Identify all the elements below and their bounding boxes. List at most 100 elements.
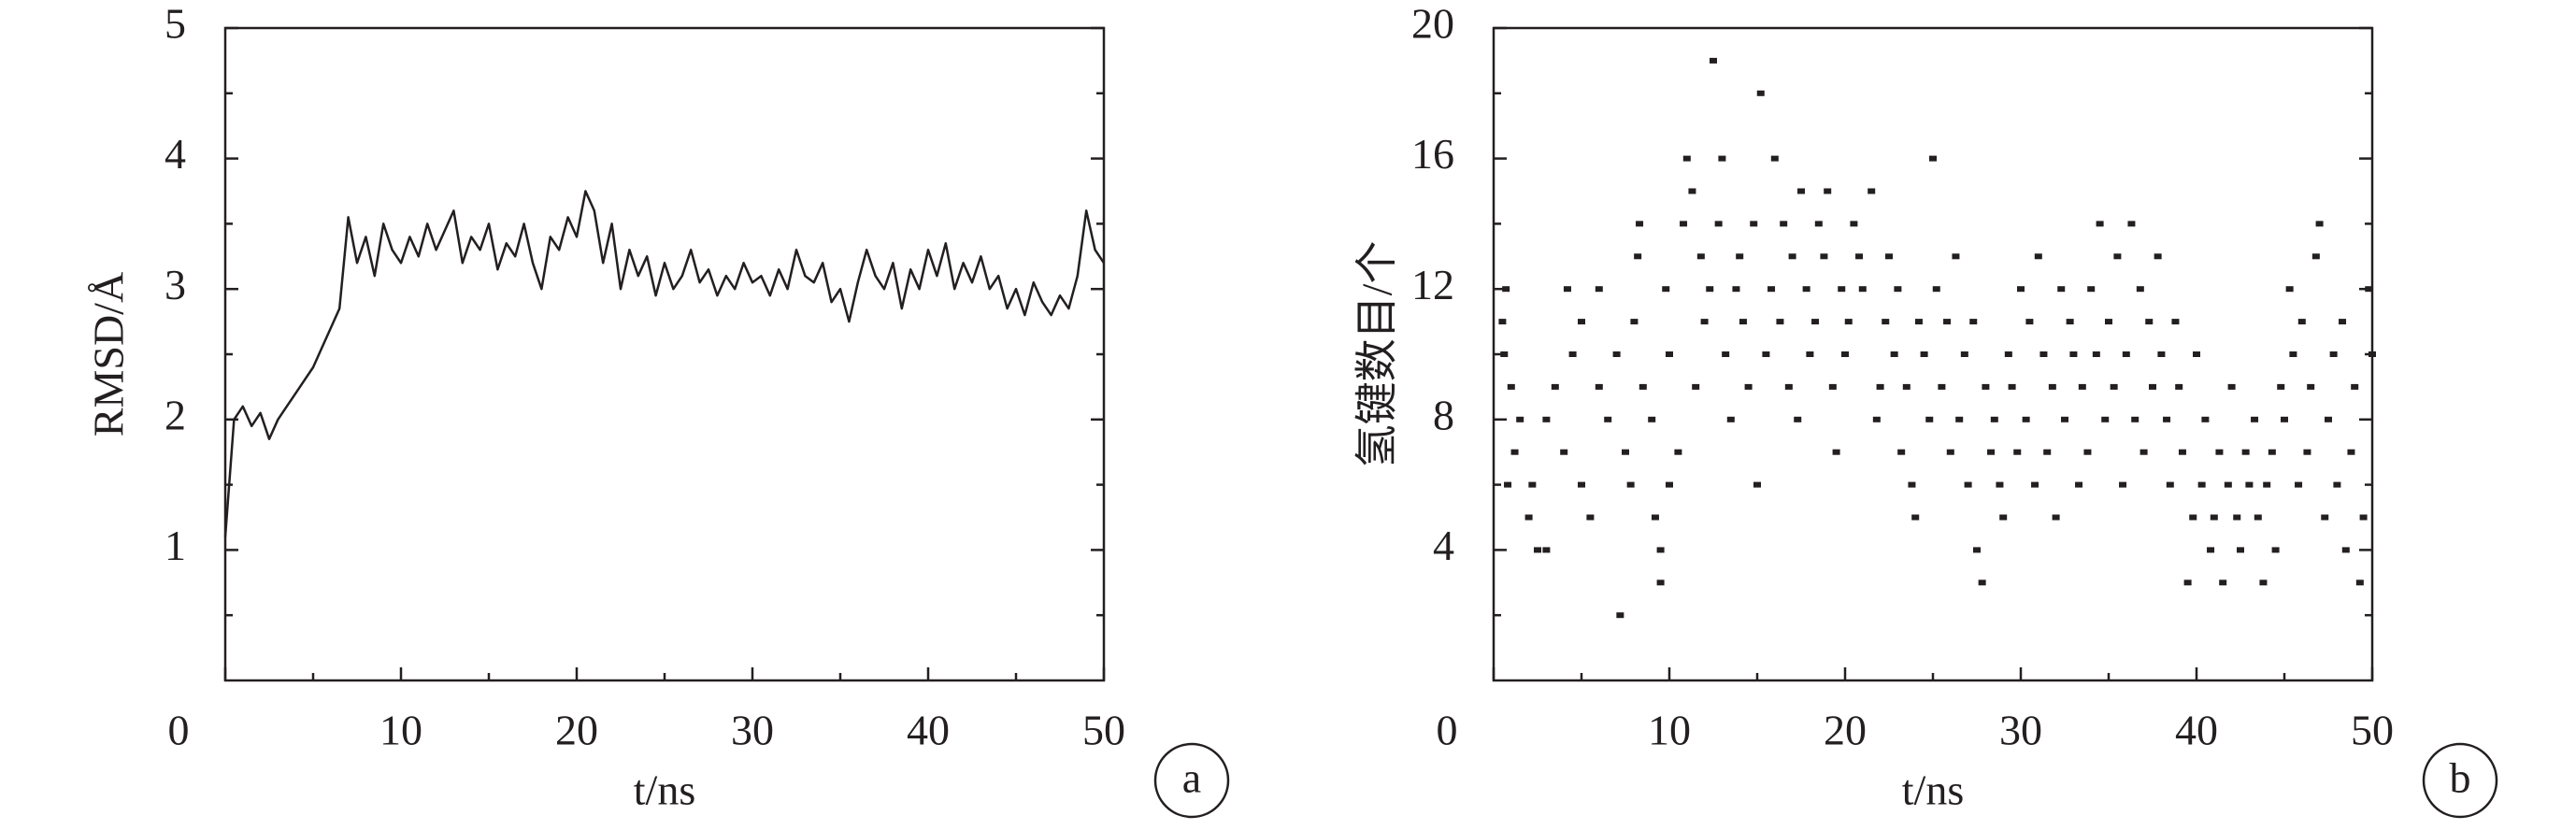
- point: [1636, 221, 1644, 227]
- point: [1622, 449, 1629, 455]
- x-tick-label: 10: [1648, 707, 1691, 754]
- point: [2201, 416, 2210, 422]
- point: [2092, 351, 2100, 357]
- point: [2368, 351, 2376, 357]
- point: [1820, 253, 1828, 260]
- point: [1978, 580, 1986, 586]
- point: [2329, 351, 2338, 357]
- panel-label: b: [2450, 754, 2471, 802]
- point: [2227, 383, 2236, 390]
- point: [2355, 580, 2364, 586]
- point: [1832, 449, 1840, 455]
- point: [1639, 383, 1647, 390]
- point: [1996, 481, 2004, 488]
- point: [1714, 221, 1723, 227]
- point: [2183, 580, 2192, 586]
- point: [1604, 416, 1612, 422]
- y-tick-label: 2: [165, 391, 186, 438]
- point: [2075, 481, 2083, 488]
- point: [2245, 481, 2254, 488]
- point: [2307, 383, 2315, 390]
- point: [1736, 253, 1744, 260]
- point: [2268, 449, 2276, 455]
- point: [2078, 383, 2086, 390]
- point: [1990, 416, 1998, 422]
- point: [1688, 188, 1696, 194]
- point: [1797, 188, 1805, 194]
- point: [1710, 57, 1717, 64]
- point: [2034, 253, 2042, 260]
- point: [1750, 221, 1758, 227]
- point: [1814, 221, 1823, 227]
- point: [2043, 449, 2052, 455]
- point: [1500, 351, 1509, 357]
- point: [1850, 221, 1858, 227]
- x-tick-label: 30: [731, 707, 774, 754]
- point: [2166, 481, 2174, 488]
- point: [1696, 253, 1705, 260]
- point: [1914, 319, 1923, 325]
- point: [1841, 351, 1849, 357]
- point: [2325, 416, 2332, 422]
- point: [2171, 319, 2180, 325]
- point: [1911, 514, 1920, 521]
- point: [1776, 319, 1784, 325]
- point: [1648, 416, 1656, 422]
- point: [1806, 351, 1814, 357]
- point: [1868, 188, 1876, 194]
- point: [2052, 514, 2060, 521]
- point: [1726, 416, 1735, 422]
- point: [1706, 286, 1714, 293]
- point: [2263, 481, 2271, 488]
- point: [1999, 514, 2008, 521]
- x-tick-label: 40: [907, 707, 950, 754]
- point: [2351, 383, 2359, 390]
- point: [2061, 416, 2068, 422]
- point: [2031, 481, 2039, 488]
- point: [1762, 351, 1770, 357]
- point: [2339, 319, 2347, 325]
- point: [2281, 416, 2288, 422]
- point: [1744, 383, 1753, 390]
- y-tick-label: 5: [165, 0, 186, 48]
- point: [1656, 547, 1665, 553]
- point: [2224, 481, 2232, 488]
- point: [2113, 253, 2122, 260]
- point: [2017, 286, 2025, 293]
- point: [1973, 547, 1981, 553]
- point: [1838, 286, 1846, 293]
- point: [2175, 383, 2183, 390]
- point: [2096, 221, 2104, 227]
- point: [2105, 319, 2112, 325]
- point: [2197, 481, 2206, 488]
- point: [1780, 221, 1788, 227]
- y-axis-label: 氢键数目/个: [1353, 241, 1401, 468]
- panel-label: a: [1182, 754, 1201, 802]
- point: [1568, 351, 1577, 357]
- point: [1498, 319, 1507, 325]
- point: [1952, 253, 1960, 260]
- point: [2251, 416, 2259, 422]
- point: [2157, 351, 2166, 357]
- point: [1502, 286, 1510, 293]
- point: [2311, 253, 2320, 260]
- point: [2271, 547, 2280, 553]
- point: [2101, 416, 2110, 422]
- point: [1700, 319, 1709, 325]
- point: [2127, 221, 2136, 227]
- point: [2210, 514, 2218, 521]
- x-tick-label: 50: [1082, 707, 1125, 754]
- point: [1616, 612, 1624, 619]
- x-tick-label: 0: [1437, 707, 1458, 754]
- point: [1885, 253, 1893, 260]
- y-tick-label: 12: [1411, 261, 1454, 308]
- point: [1578, 481, 1585, 488]
- point: [2333, 481, 2341, 488]
- point: [1872, 416, 1881, 422]
- point: [2145, 319, 2154, 325]
- point: [1528, 481, 1537, 488]
- x-axis-label: t/ns: [1902, 766, 1964, 814]
- point: [1844, 319, 1853, 325]
- point: [2022, 416, 2030, 422]
